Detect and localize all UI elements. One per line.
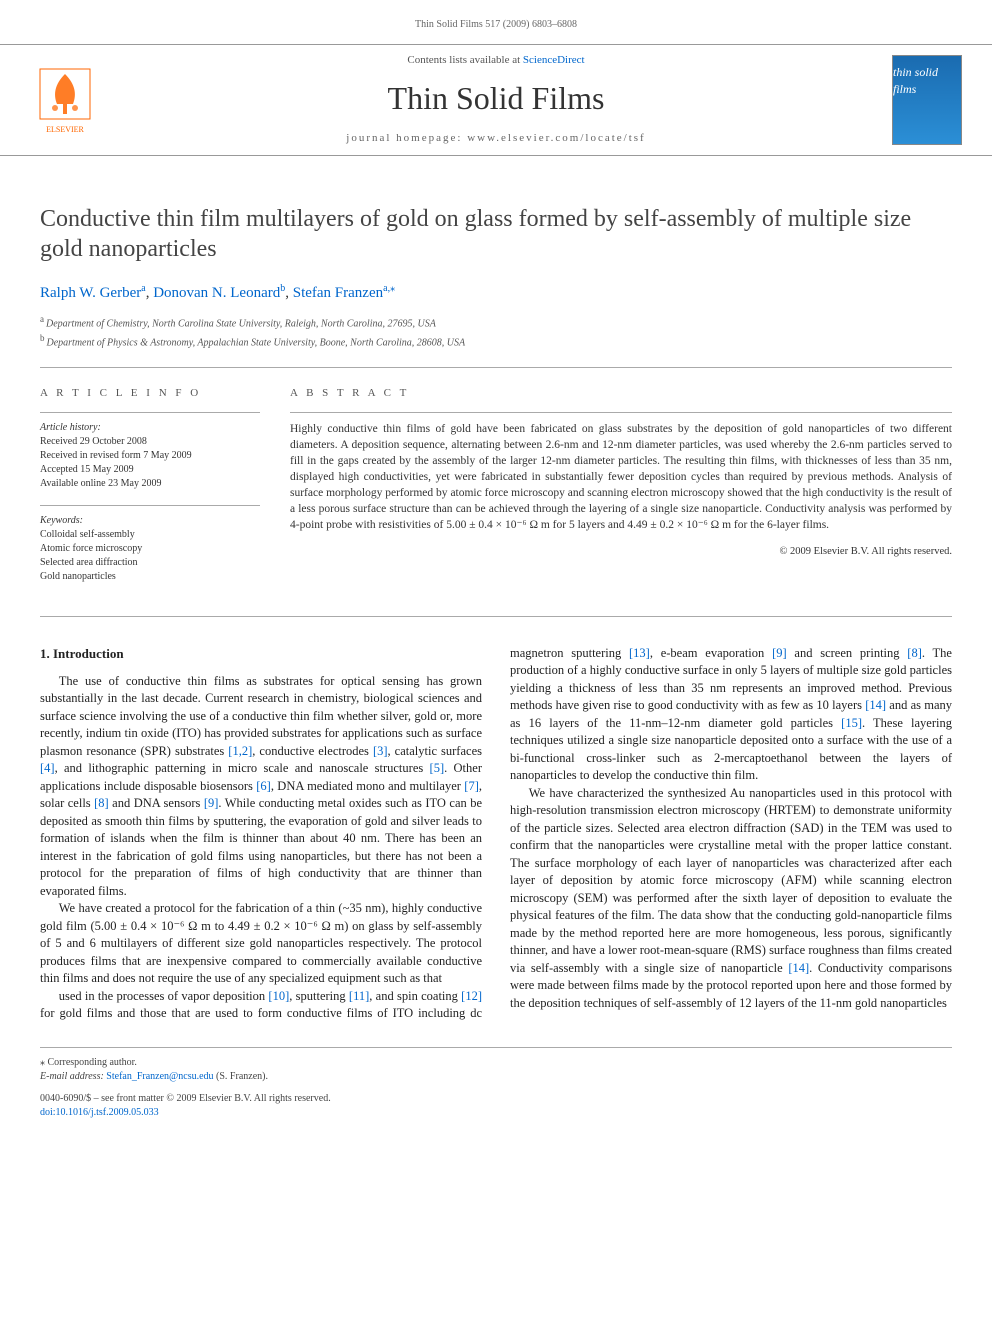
ref-link[interactable]: [7] bbox=[464, 779, 479, 793]
ref-link[interactable]: [8] bbox=[907, 646, 922, 660]
affiliation: bDepartment of Physics & Astronomy, Appa… bbox=[40, 332, 952, 350]
elsevier-logo: ELSEVIER bbox=[30, 60, 100, 140]
journal-homepage: journal homepage: www.elsevier.com/locat… bbox=[114, 131, 878, 146]
ref-link[interactable]: [11] bbox=[349, 989, 369, 1003]
ref-link[interactable]: [14] bbox=[865, 698, 886, 712]
ref-link[interactable]: [3] bbox=[373, 744, 388, 758]
abstract-heading: A B S T R A C T bbox=[290, 386, 952, 401]
ref-link[interactable]: [9] bbox=[204, 796, 219, 810]
journal-name: Thin Solid Films bbox=[114, 76, 878, 121]
keywords-label: Keywords: bbox=[40, 514, 260, 528]
affiliation-list: aDepartment of Chemistry, North Carolina… bbox=[0, 308, 992, 368]
ref-link[interactable]: [12] bbox=[461, 989, 482, 1003]
article-info: A R T I C L E I N F O Article history: R… bbox=[40, 386, 260, 597]
article-body: 1. Introduction The use of conductive th… bbox=[0, 617, 992, 1035]
journal-banner: ELSEVIER Contents lists available at Sci… bbox=[0, 44, 992, 156]
article-history: Article history: Received 29 October 200… bbox=[40, 412, 260, 491]
author-link[interactable]: Ralph W. Gerber bbox=[40, 285, 141, 301]
ref-link[interactable]: [10] bbox=[268, 989, 289, 1003]
history-item: Accepted 15 May 2009 bbox=[40, 463, 260, 477]
body-paragraph: We have created a protocol for the fabri… bbox=[40, 900, 482, 988]
ref-link[interactable]: [6] bbox=[256, 779, 271, 793]
article-title: Conductive thin film multilayers of gold… bbox=[0, 156, 992, 272]
ref-link[interactable]: [15] bbox=[841, 716, 862, 730]
page-footer: ⁎ Corresponding author. E-mail address: … bbox=[40, 1047, 952, 1140]
email-line: E-mail address: Stefan_Franzen@ncsu.edu … bbox=[40, 1070, 331, 1084]
ref-link[interactable]: [4] bbox=[40, 761, 55, 775]
body-paragraph: The use of conductive thin films as subs… bbox=[40, 673, 482, 901]
sciencedirect-link[interactable]: ScienceDirect bbox=[523, 54, 585, 66]
info-heading: A R T I C L E I N F O bbox=[40, 386, 260, 401]
copyright: © 2009 Elsevier B.V. All rights reserved… bbox=[290, 545, 952, 560]
keyword: Gold nanoparticles bbox=[40, 570, 260, 584]
keywords-block: Keywords: Colloidal self-assembly Atomic… bbox=[40, 505, 260, 584]
ref-link[interactable]: [9] bbox=[772, 646, 787, 660]
ref-link[interactable]: [1,2] bbox=[228, 744, 252, 758]
running-header: Thin Solid Films 517 (2009) 6803–6808 bbox=[0, 0, 992, 44]
abstract-text: Highly conductive thin films of gold hav… bbox=[290, 412, 952, 534]
author-list: Ralph W. Gerbera, Donovan N. Leonardb, S… bbox=[0, 272, 992, 308]
corresponding-marker[interactable]: ⁎ bbox=[390, 283, 395, 294]
keyword: Atomic force microscopy bbox=[40, 542, 260, 556]
author-link[interactable]: Donovan N. Leonard bbox=[153, 285, 280, 301]
abstract: A B S T R A C T Highly conductive thin f… bbox=[290, 386, 952, 597]
history-item: Available online 23 May 2009 bbox=[40, 477, 260, 491]
ref-link[interactable]: [5] bbox=[430, 761, 445, 775]
journal-cover-thumb: thin solid films bbox=[892, 55, 962, 145]
keyword: Selected area diffraction bbox=[40, 556, 260, 570]
ref-link[interactable]: [14] bbox=[788, 961, 809, 975]
corresponding-note: ⁎ Corresponding author. bbox=[40, 1056, 331, 1070]
info-abstract-row: A R T I C L E I N F O Article history: R… bbox=[40, 367, 952, 616]
ref-link[interactable]: [13] bbox=[629, 646, 650, 660]
section-heading: 1. Introduction bbox=[40, 645, 482, 663]
history-item: Received in revised form 7 May 2009 bbox=[40, 449, 260, 463]
ref-link[interactable]: [8] bbox=[94, 796, 109, 810]
elsevier-tree-icon bbox=[35, 64, 95, 124]
citation: Thin Solid Films 517 (2009) 6803–6808 bbox=[415, 19, 577, 30]
author-link[interactable]: Stefan Franzen bbox=[293, 285, 383, 301]
keyword: Colloidal self-assembly bbox=[40, 528, 260, 542]
contents-line: Contents lists available at ScienceDirec… bbox=[114, 53, 878, 68]
publisher-label: ELSEVIER bbox=[46, 124, 84, 135]
issn-line: 0040-6090/$ – see front matter © 2009 El… bbox=[40, 1092, 331, 1106]
history-item: Received 29 October 2008 bbox=[40, 435, 260, 449]
email-link[interactable]: Stefan_Franzen@ncsu.edu bbox=[106, 1071, 213, 1082]
banner-center: Contents lists available at ScienceDirec… bbox=[114, 53, 878, 147]
history-label: Article history: bbox=[40, 421, 260, 435]
affiliation: aDepartment of Chemistry, North Carolina… bbox=[40, 313, 952, 331]
body-paragraph: We have characterized the synthesized Au… bbox=[510, 785, 952, 1013]
doi-line: doi:10.1016/j.tsf.2009.05.033 bbox=[40, 1106, 331, 1120]
footer-left: ⁎ Corresponding author. E-mail address: … bbox=[40, 1056, 331, 1120]
doi-link[interactable]: doi:10.1016/j.tsf.2009.05.033 bbox=[40, 1107, 159, 1118]
